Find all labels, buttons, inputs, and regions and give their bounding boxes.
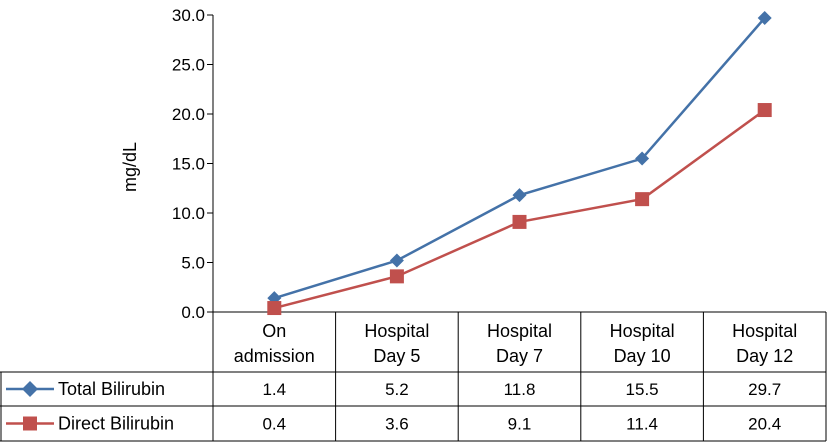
category-label: Hospital Day 12	[732, 321, 797, 366]
data-point-square	[635, 192, 650, 207]
series-line	[273, 109, 766, 310]
data-point-diamond	[512, 188, 527, 203]
category-label-line: Hospital	[732, 321, 797, 341]
legend-key-square	[23, 416, 37, 431]
legend-key-diamond	[22, 381, 38, 397]
y-tick-label: 20.0	[172, 105, 205, 124]
category-label-line: Day 7	[496, 346, 543, 366]
data-point-square	[512, 214, 527, 229]
data-point-square	[389, 269, 404, 284]
axes: 0.0 5.0 10.0 15.0 20.0 25.0 30.0	[172, 6, 214, 322]
table-cell-value: 0.4	[262, 415, 286, 434]
table-cell-value: 29.7	[748, 380, 781, 399]
data-point-diamond	[635, 151, 650, 166]
category-label-line: Hospital	[487, 321, 552, 341]
category-label-line: Day 10	[614, 346, 671, 366]
category-label-line: Hospital	[364, 321, 429, 341]
table-cell-value: 20.4	[748, 415, 781, 434]
y-tick-label: 25.0	[172, 56, 205, 75]
data-point-diamond	[757, 10, 772, 25]
category-label: On admission	[234, 321, 315, 366]
category-label-line: On	[262, 321, 286, 341]
legend-label: Total Bilirubin	[58, 379, 165, 399]
table-cell-value: 11.8	[504, 380, 536, 399]
table-cell-value: 9.1	[508, 415, 532, 434]
table-cell-value: 5.2	[385, 380, 409, 399]
y-axis-label: mg/dL	[120, 142, 140, 192]
y-tick-label: 5.0	[181, 254, 205, 273]
category-label: Hospital Day 10	[610, 321, 675, 366]
y-tick-label: 15.0	[172, 155, 205, 174]
series-group	[267, 10, 772, 316]
series-line	[273, 17, 766, 300]
data-point-square	[267, 301, 282, 316]
legend-label: Direct Bilirubin	[58, 414, 174, 434]
table-cell-value: 15.5	[626, 380, 659, 399]
category-label: Hospital Day 7	[487, 321, 552, 366]
table-cell-value: 3.6	[385, 415, 409, 434]
data-point-square	[757, 103, 772, 118]
y-tick-label: 10.0	[172, 204, 205, 223]
data-point-diamond	[389, 253, 404, 268]
table-cell-value: 1.4	[262, 380, 286, 399]
category-label-line: Day 12	[736, 346, 793, 366]
category-label-line: admission	[234, 346, 315, 366]
y-tick-label: 0.0	[181, 303, 205, 322]
category-label-line: Hospital	[610, 321, 675, 341]
category-label: Hospital Day 5	[364, 321, 429, 366]
y-tick-label: 30.0	[172, 6, 205, 25]
category-label-line: Day 5	[373, 346, 420, 366]
table-cell-value: 11.4	[626, 415, 658, 434]
